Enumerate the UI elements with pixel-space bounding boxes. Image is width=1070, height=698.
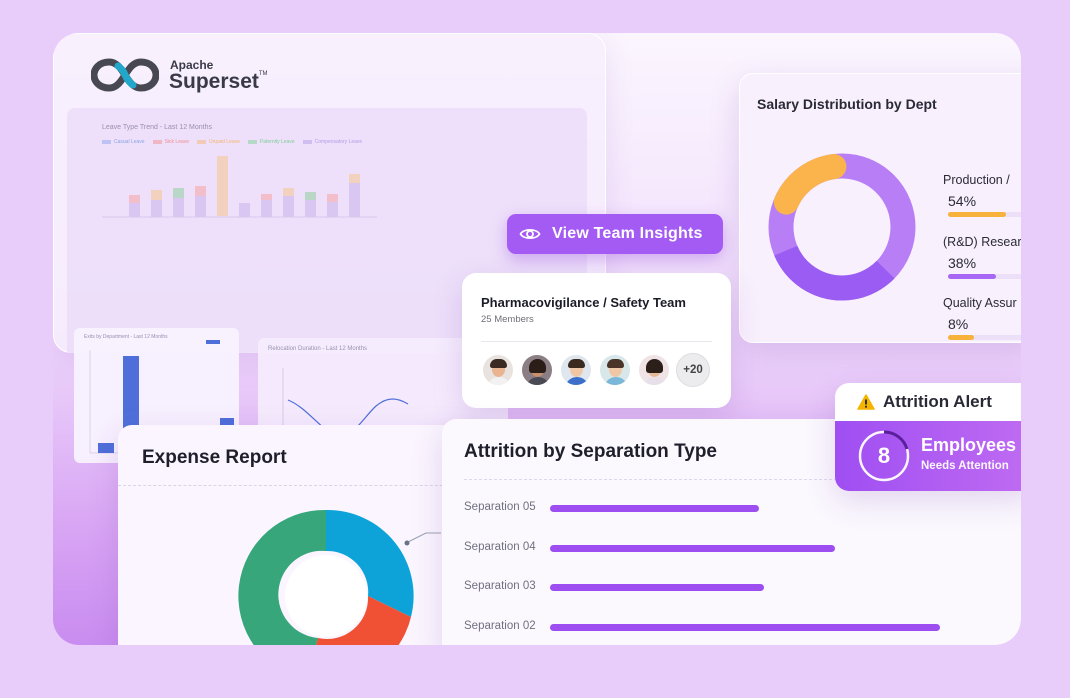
view-team-insights-label: View Team Insights: [552, 225, 703, 242]
superset-infinity-icon: [91, 58, 159, 92]
separation-row: Separation 04: [464, 539, 1021, 559]
mini-dept-title: Exits by Department - Last 12 Months: [84, 334, 168, 340]
trademark-label: TM: [258, 70, 268, 77]
mini-legend-item: Unpaid Leave: [197, 139, 240, 145]
team-card[interactable]: Pharmacovigilance / Safety Team 25 Membe…: [462, 273, 731, 408]
attrition-alert-body: 8 Employees Needs Attention: [835, 421, 1021, 491]
legend-label: Production /: [943, 173, 1010, 187]
separation-label: Separation 05: [464, 501, 536, 513]
attrition-employees-label: Employees: [921, 435, 1017, 455]
legend-percent: 54%: [948, 193, 977, 209]
superset-label: Superset: [169, 69, 259, 93]
avatar[interactable]: [520, 353, 554, 387]
mini-legend-item: Paternity Leave: [248, 139, 295, 145]
separation-track: [550, 505, 1021, 512]
warning-icon: [857, 394, 875, 410]
separation-label: Separation 02: [464, 620, 536, 632]
avatar[interactable]: [559, 353, 593, 387]
separation-label: Separation 04: [464, 541, 536, 553]
mini-reloc-title: Relocation Duration - Last 12 Months: [268, 346, 368, 352]
attrition-alert-title: Attrition Alert: [883, 392, 992, 411]
expense-divider: [118, 485, 483, 486]
separation-row: Separation 05: [464, 499, 1021, 519]
legend-bar: [948, 335, 1021, 340]
separation-row: Separation 02: [464, 618, 1021, 638]
attrition-count: 8: [877, 443, 891, 468]
separation-track: [550, 545, 1021, 552]
attrition-progress-ring: [858, 430, 910, 482]
attrition-needs-attention: Needs Attention: [921, 460, 1009, 472]
team-title: Pharmacovigilance / Safety Team: [481, 295, 686, 310]
separation-bar[interactable]: [550, 545, 835, 552]
salary-donut-chart: [768, 153, 916, 301]
hero-frame: Apache SupersetTM Leave Type Trend - Las…: [53, 33, 1021, 645]
attrition-alert-header: Attrition Alert: [835, 383, 1021, 421]
salary-title: Salary Distribution by Dept: [757, 96, 937, 112]
apache-label: Apache: [170, 57, 214, 72]
separation-track: [550, 624, 1021, 631]
expense-report-title: Expense Report: [142, 447, 287, 468]
superset-logo: Apache SupersetTM: [91, 57, 268, 93]
mini-legend-item: Sick Leave: [153, 139, 189, 145]
legend-bar-fill: [948, 335, 974, 340]
avatar[interactable]: [598, 353, 632, 387]
attrition-separation-title: Attrition by Separation Type: [464, 441, 718, 462]
separation-bar[interactable]: [550, 624, 940, 631]
legend-bar-fill: [948, 274, 996, 279]
avatar[interactable]: [481, 353, 515, 387]
salary-legend-production: Production / 54%: [943, 173, 1021, 217]
view-team-insights-button[interactable]: View Team Insights: [507, 214, 723, 254]
salary-legend-rd: (R&D) Resear 38%: [943, 235, 1021, 279]
separation-row: Separation 03: [464, 578, 1021, 598]
avatar-group: +20: [481, 353, 710, 387]
eye-icon: [519, 228, 541, 240]
separation-bar[interactable]: [550, 584, 764, 591]
legend-bar-fill: [948, 212, 1006, 217]
legend-bar: [948, 274, 1021, 279]
expense-report-card: Expense Report: [118, 425, 483, 645]
legend-bar: [948, 212, 1021, 217]
salary-distribution-card: Salary Distribution by Dept Production /…: [739, 73, 1021, 343]
mini-leave-bars: [102, 156, 377, 218]
team-member-count: 25 Members: [481, 314, 534, 325]
legend-label: Quality Assur: [943, 296, 1017, 310]
legend-percent: 38%: [948, 255, 977, 271]
team-divider: [481, 341, 712, 342]
separation-divider: [464, 479, 1021, 480]
separation-label: Separation 03: [464, 580, 536, 592]
mini-legend-item: Compensatory Leave: [303, 139, 363, 145]
separation-track: [550, 584, 1021, 591]
mini-legend-item: Casual Leave: [102, 139, 145, 145]
mini-leave-title: Leave Type Trend - Last 12 Months: [102, 124, 212, 131]
legend-percent: 8%: [948, 316, 969, 332]
avatar[interactable]: [637, 353, 671, 387]
attrition-alert-card[interactable]: Attrition Alert 8 Employees Needs Attent…: [835, 383, 1021, 491]
mini-leave-legend: Casual Leave Sick Leave Unpaid Leave Pat…: [102, 139, 362, 145]
salary-legend-quality: Quality Assur 8%: [943, 296, 1021, 340]
separation-bar[interactable]: [550, 505, 759, 512]
more-members-badge[interactable]: +20: [676, 353, 710, 387]
expense-donut-chart: [238, 509, 441, 645]
legend-label: (R&D) Resear: [943, 235, 1021, 249]
